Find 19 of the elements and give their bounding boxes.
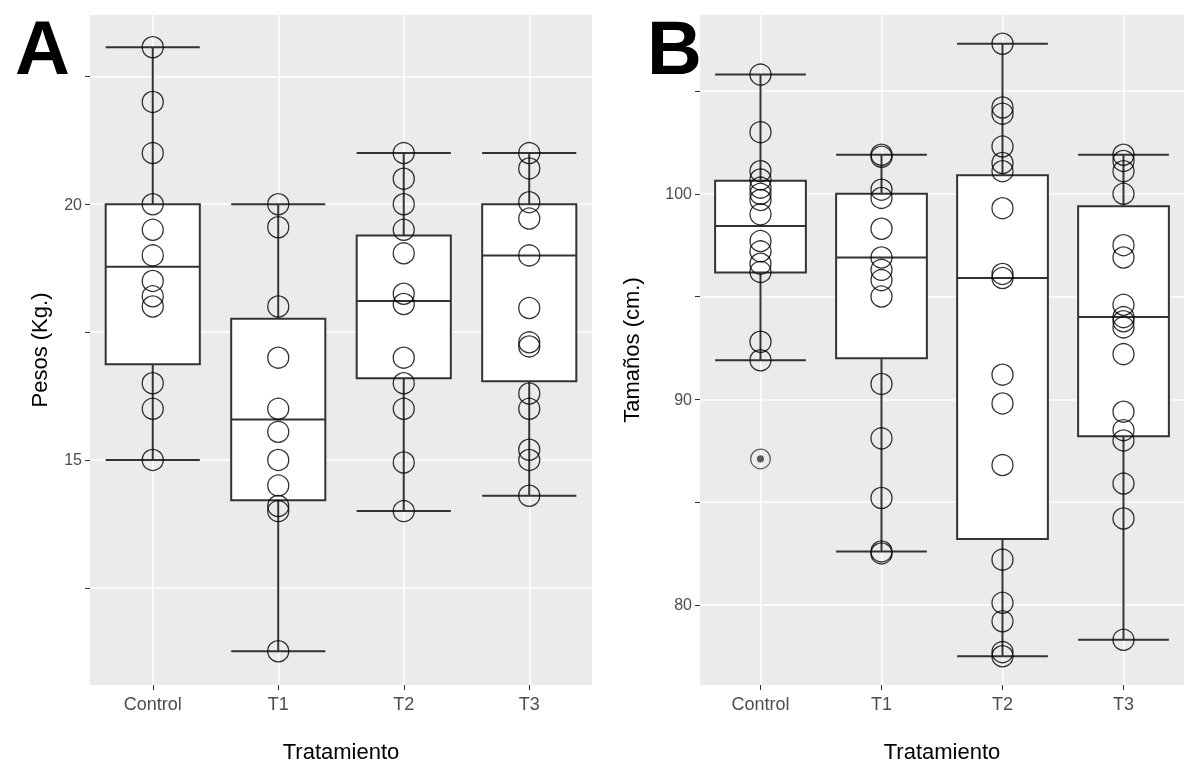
- y-tick-label: 90: [674, 390, 693, 408]
- y-tick-label: 100: [665, 185, 693, 203]
- y-axis-title: Pesos (Kg.): [26, 292, 52, 408]
- y-tick-label: 80: [674, 596, 693, 614]
- x-tick-label: T1: [870, 694, 893, 714]
- x-axis-title: Tratamiento: [883, 738, 1001, 764]
- x-tick-label: T2: [393, 694, 415, 714]
- y-tick-label: 20: [64, 195, 83, 213]
- x-tick-label: T3: [1112, 694, 1135, 714]
- y-axis-title: Tamaños (cm.): [618, 277, 644, 423]
- x-tick-label: Control: [123, 694, 182, 714]
- chart-title: A: [15, 4, 70, 90]
- x-tick-label: T2: [991, 694, 1014, 714]
- x-tick-label: T3: [518, 694, 540, 714]
- chart-title: B: [647, 4, 702, 90]
- x-tick-label: T1: [267, 694, 289, 714]
- x-tick-label: Control: [731, 694, 790, 714]
- x-axis-title: Tratamiento: [282, 738, 400, 764]
- y-tick-label: 15: [64, 451, 83, 469]
